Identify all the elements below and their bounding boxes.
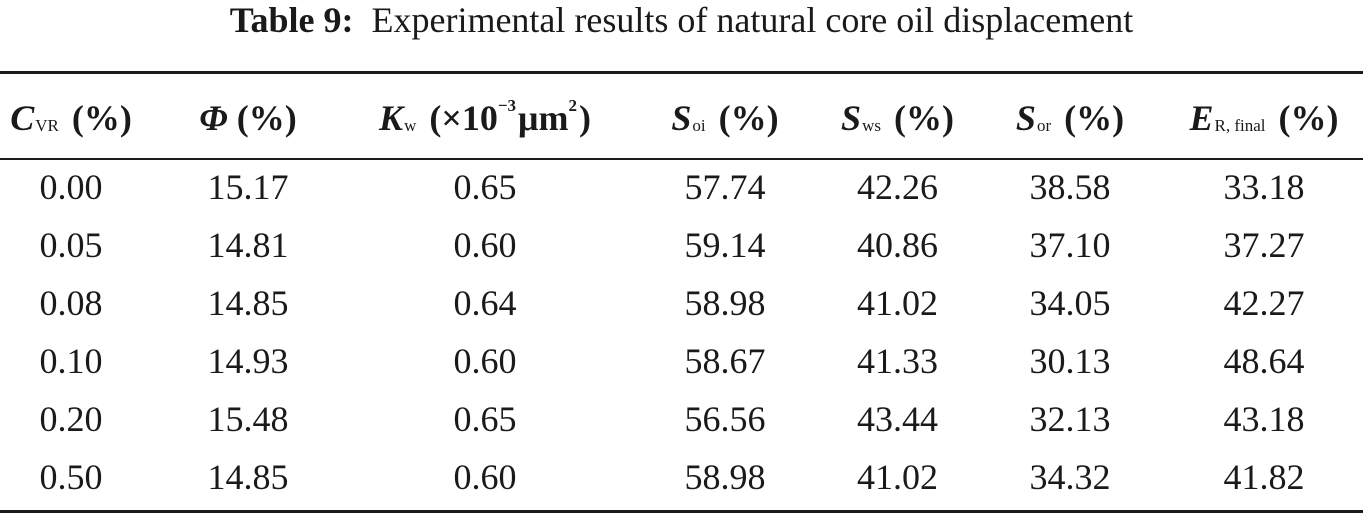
cell-sws: 41.02 [857,283,938,323]
table-row: 0.10 14.93 0.60 58.67 41.33 30.13 48.64 [0,332,1363,390]
cell-soi: 56.56 [684,399,766,439]
cell-permeability: 0.65 [453,167,517,207]
cell-soi: 57.74 [684,167,766,207]
bottom-rule [0,510,1363,513]
cell-porosity: 14.93 [207,341,289,381]
cell-permeability: 0.60 [453,225,517,265]
cell-er-final: 33.18 [1223,167,1305,207]
cell-er-final: 43.18 [1223,399,1305,439]
cell-cvr: 0.08 [39,283,103,323]
header-porosity: Φ (%) [199,98,297,138]
cell-er-final: 37.27 [1223,225,1305,265]
cell-sws: 40.86 [857,225,938,265]
table-caption-label: Table 9: [229,0,354,40]
cell-sws: 41.02 [857,457,938,497]
cell-cvr: 0.10 [39,341,103,381]
cell-porosity: 15.48 [207,399,289,439]
cell-cvr: 0.20 [39,399,103,439]
header-rule [0,158,1363,160]
cell-sws: 43.44 [857,399,938,439]
cell-sws: 42.26 [857,167,938,207]
cell-cvr: 0.00 [39,167,103,207]
cell-er-final: 41.82 [1223,457,1305,497]
table-caption: Table 9: Experimental results of natural… [0,0,1363,46]
cell-sor: 38.58 [1029,167,1111,207]
cell-porosity: 14.85 [207,457,289,497]
top-rule [0,71,1363,74]
header-cvr: C VR (%) [10,98,132,138]
cell-porosity: 14.81 [207,225,289,265]
cell-sor: 30.13 [1029,341,1111,381]
table-row: 0.00 15.17 0.65 57.74 42.26 38.58 33.18 [0,158,1363,216]
cell-cvr: 0.50 [39,457,103,497]
table-row: 0.08 14.85 0.64 58.98 41.02 34.05 42.27 [0,274,1363,332]
cell-sor: 34.05 [1029,283,1111,323]
table-row: 0.05 14.81 0.60 59.14 40.86 37.10 37.27 [0,216,1363,274]
cell-soi: 58.98 [684,283,766,323]
header-er-final: E R, final (%) [1189,98,1339,138]
cell-soi: 58.98 [684,457,766,497]
cell-permeability: 0.65 [453,399,517,439]
table-caption-text: Experimental results of natural core oil… [371,0,1134,40]
cell-soi: 59.14 [684,225,766,265]
cell-er-final: 48.64 [1223,341,1305,381]
cell-cvr: 0.05 [39,225,103,265]
cell-sws: 41.33 [857,341,938,381]
cell-permeability: 0.60 [453,341,517,381]
table-row: 0.20 15.48 0.65 56.56 43.44 32.13 43.18 [0,390,1363,448]
cell-sor: 37.10 [1029,225,1111,265]
cell-porosity: 14.85 [207,283,289,323]
table-row: 0.50 14.85 0.60 58.98 41.02 34.32 41.82 [0,448,1363,506]
cell-porosity: 15.17 [207,167,289,207]
cell-sor: 32.13 [1029,399,1111,439]
cell-permeability: 0.60 [453,457,517,497]
cell-er-final: 42.27 [1223,283,1305,323]
cell-sor: 34.32 [1029,457,1111,497]
cell-soi: 58.67 [684,341,766,381]
cell-permeability: 0.64 [453,283,517,323]
